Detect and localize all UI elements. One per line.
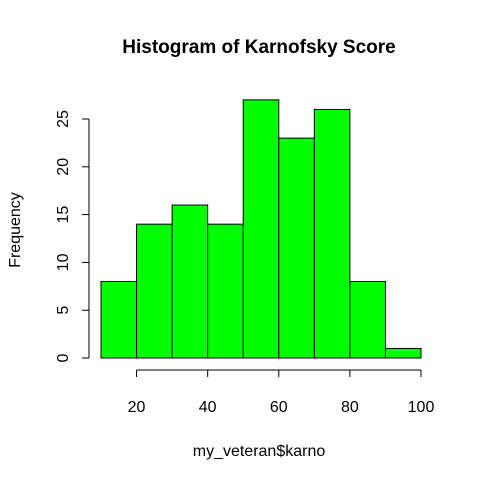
histogram-bar-4 xyxy=(242,99,280,359)
histogram-bar-7 xyxy=(349,281,386,359)
x-tick-label-2: 60 xyxy=(270,399,288,416)
histogram-bar-1 xyxy=(136,223,173,359)
y-axis: 0 5 10 15 20 25 xyxy=(55,110,90,362)
y-tick-label-1: 5 xyxy=(55,306,72,315)
histogram-bar-5 xyxy=(278,137,315,359)
y-tick-label-5: 25 xyxy=(55,110,72,128)
x-tick-label-1: 40 xyxy=(199,399,217,416)
y-tick-label-4: 20 xyxy=(55,158,72,176)
histogram-bar-0 xyxy=(100,281,138,359)
y-tick-label-2: 10 xyxy=(55,253,72,271)
histogram-bar-8 xyxy=(384,347,422,359)
x-tick-label-0: 20 xyxy=(128,399,146,416)
chart-title: Histogram of Karnofsky Score xyxy=(122,37,395,58)
histogram-bar-2 xyxy=(171,204,209,359)
x-tick-label-3: 80 xyxy=(341,399,359,416)
x-tick-label-4: 100 xyxy=(408,399,435,416)
bars-layer xyxy=(100,99,422,359)
y-axis-label: Frequency xyxy=(7,192,24,268)
x-axis-label: my_veteran$karno xyxy=(193,443,326,460)
x-axis: 20 40 60 80 100 xyxy=(128,369,435,416)
y-tick-label-0: 0 xyxy=(55,353,72,362)
y-tick-label-3: 15 xyxy=(55,206,72,224)
histogram-bar-3 xyxy=(207,223,244,359)
histogram-bar-6 xyxy=(313,108,351,359)
